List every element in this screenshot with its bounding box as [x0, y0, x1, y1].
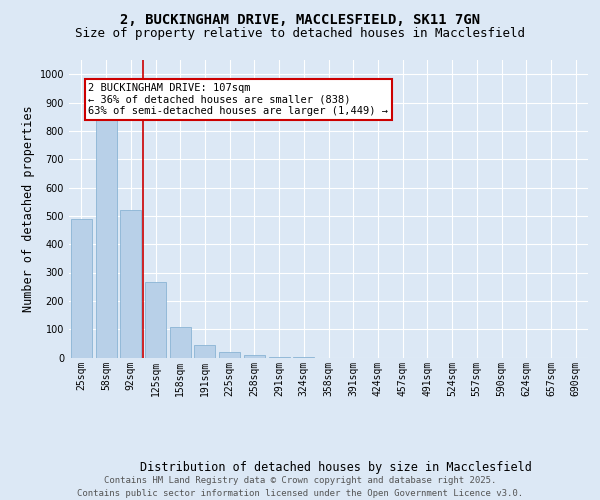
Text: 2 BUCKINGHAM DRIVE: 107sqm
← 36% of detached houses are smaller (838)
63% of sem: 2 BUCKINGHAM DRIVE: 107sqm ← 36% of deta…	[88, 82, 388, 116]
Text: Size of property relative to detached houses in Macclesfield: Size of property relative to detached ho…	[75, 28, 525, 40]
Bar	[95, 120, 116, 358]
Bar	[120, 210, 141, 358]
Text: 2, BUCKINGHAM DRIVE, MACCLESFIELD, SK11 7GN: 2, BUCKINGHAM DRIVE, MACCLESFIELD, SK11 …	[120, 12, 480, 26]
Text: Contains HM Land Registry data © Crown copyright and database right 2025.
Contai: Contains HM Land Registry data © Crown c…	[77, 476, 523, 498]
Y-axis label: Number of detached properties: Number of detached properties	[22, 106, 35, 312]
Bar	[219, 352, 240, 358]
Bar	[71, 218, 92, 358]
Bar	[170, 327, 191, 358]
Bar	[194, 345, 215, 358]
Text: Distribution of detached houses by size in Macclesfield: Distribution of detached houses by size …	[140, 461, 532, 474]
Bar	[244, 355, 265, 358]
Bar	[269, 356, 290, 358]
Bar	[145, 282, 166, 358]
